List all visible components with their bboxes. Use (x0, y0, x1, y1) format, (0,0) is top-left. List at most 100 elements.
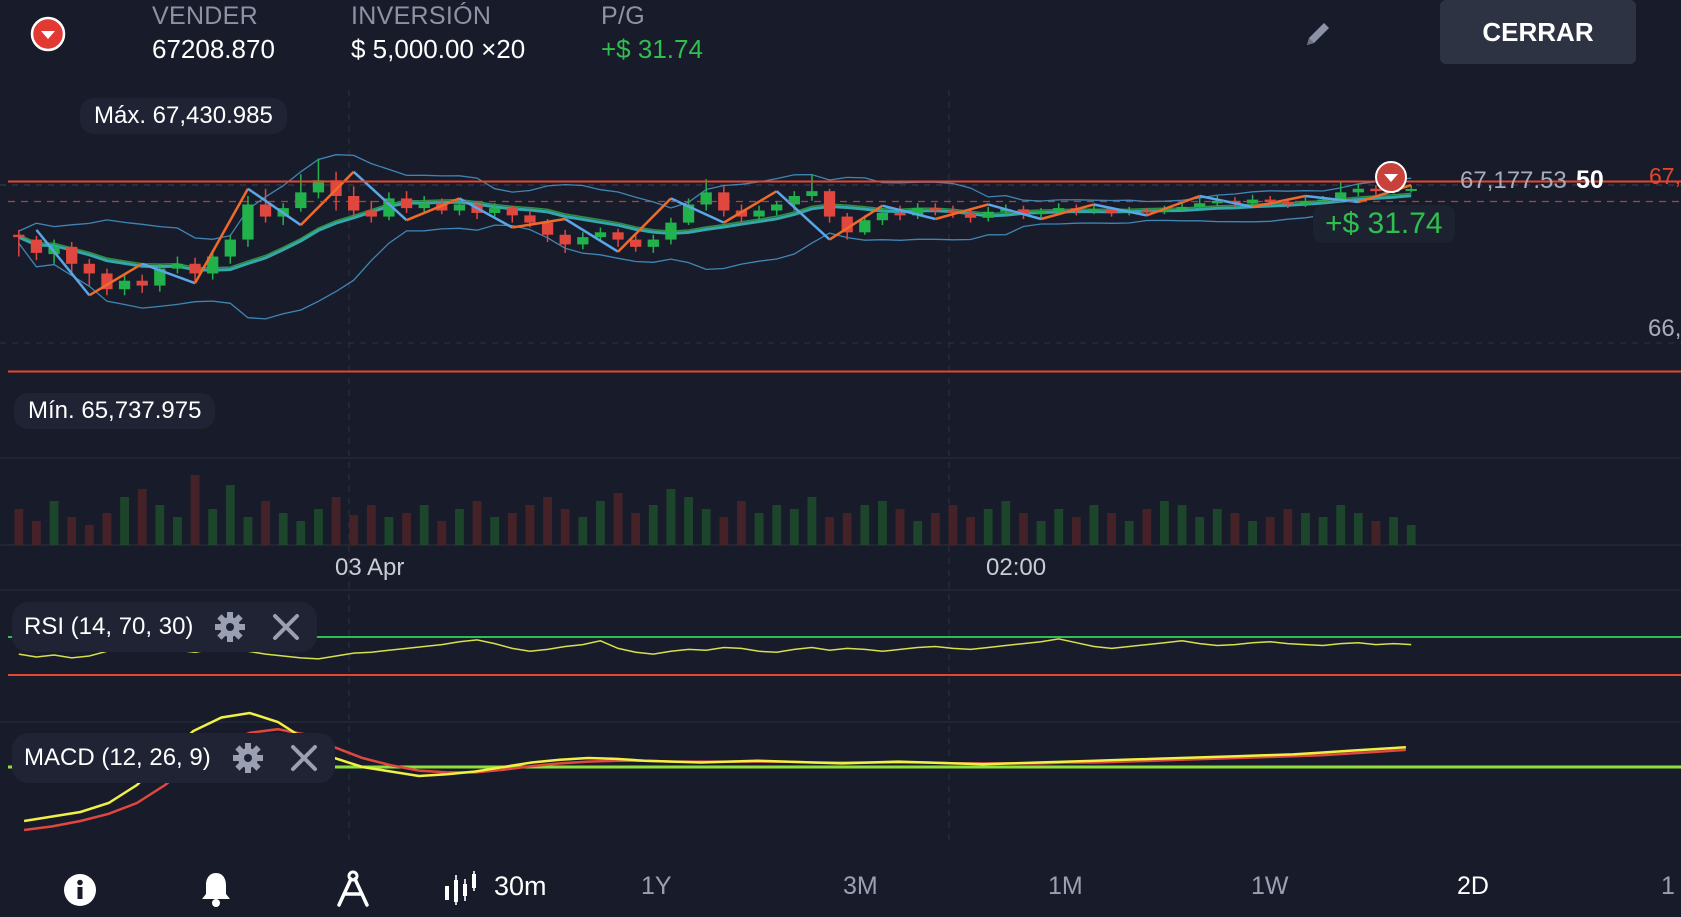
candle-body (295, 192, 307, 209)
timeframe-1d-partial[interactable]: 1 (1661, 872, 1675, 900)
candle-body (753, 210, 765, 217)
position-marker (1375, 161, 1407, 194)
volume-bar (1389, 517, 1398, 545)
timeframe-2d[interactable]: 2D (1457, 872, 1489, 900)
candle-body (418, 203, 430, 209)
current-price-label: 67,177.53 (1460, 167, 1567, 194)
candle-body (559, 234, 571, 245)
zigzag-segment (828, 204, 884, 241)
volume-bar (1160, 501, 1169, 545)
volume-bar (137, 489, 147, 545)
volume-bar (596, 501, 605, 545)
volume-bar (895, 509, 905, 545)
gear-icon[interactable] (229, 739, 267, 777)
volume-bar (1248, 521, 1257, 545)
volume-bar (825, 517, 834, 545)
volume-bar (1089, 505, 1099, 545)
candle-body (594, 232, 607, 238)
volume-bar (543, 497, 552, 545)
zigzag-segment (35, 229, 91, 297)
gear-icon[interactable] (211, 608, 249, 646)
close-icon[interactable] (267, 608, 305, 646)
zigzag-segment (617, 197, 672, 253)
candle-body (700, 192, 712, 205)
volume-bar (120, 497, 129, 545)
timeframe-3m[interactable]: 3M (843, 872, 878, 900)
candle-body (876, 212, 889, 221)
candle-body (189, 263, 201, 274)
candle-body (682, 204, 695, 223)
candle-body (242, 204, 254, 240)
position-marker-arrow (1384, 174, 1398, 183)
volume-bar (49, 501, 59, 545)
volume-bar (1054, 509, 1064, 545)
zigzag-indicator (35, 170, 1412, 297)
timeframe-1w[interactable]: 1W (1251, 872, 1289, 900)
down-arrow-circle-icon[interactable] (28, 14, 68, 54)
zigzag-segment (1146, 194, 1201, 217)
candle-body (1246, 199, 1259, 204)
volume-bar (314, 509, 323, 545)
volume-bar (261, 501, 270, 545)
candle-body (788, 196, 800, 205)
macd-indicator-label: MACD (12, 26, 9) (12, 733, 335, 783)
candle-body (1141, 210, 1153, 213)
pnl-label: P/G (601, 2, 645, 30)
interval-selector[interactable]: 30m (494, 871, 547, 901)
volume-bar (1019, 513, 1028, 545)
volume-bar (1336, 505, 1346, 545)
volume-bar (1212, 509, 1222, 545)
volume-bar (1318, 517, 1328, 545)
sell-price: 67208.870 (152, 34, 275, 64)
volume-bar (1301, 513, 1310, 545)
zigzag-segment (564, 217, 619, 253)
info-icon[interactable] (60, 870, 100, 910)
candle-body (929, 208, 941, 211)
zigzag-segment (1040, 203, 1095, 221)
volume-bar (613, 493, 623, 545)
candle-body (154, 268, 166, 286)
volume-bar (966, 517, 975, 545)
bollinger-bands (18, 154, 1412, 320)
volume-bar (1036, 521, 1046, 545)
candle-body (101, 273, 113, 290)
volume-bar (349, 515, 359, 545)
pencil-icon[interactable] (1298, 14, 1338, 54)
candle-body (171, 263, 184, 269)
volume-bar (631, 513, 641, 545)
price-axis-label-top: 67, (1649, 163, 1681, 189)
candle-body (453, 204, 466, 211)
candle-body (1017, 209, 1030, 215)
volume-bar (948, 505, 958, 545)
candle-body (1264, 199, 1276, 203)
zigzag-segment (934, 203, 989, 221)
volume-bar (1371, 521, 1381, 545)
volume-bar (402, 513, 411, 545)
volume-bar (331, 497, 341, 545)
candle-body (541, 222, 554, 235)
volume-bar (701, 509, 711, 545)
candle-body (1335, 192, 1347, 200)
candle-body (1317, 199, 1329, 202)
timeframe-1m[interactable]: 1M (1048, 872, 1083, 900)
close-icon[interactable] (285, 739, 323, 777)
volume-bar (84, 525, 94, 545)
macd-label-text: MACD (12, 26, 9) (24, 744, 211, 771)
bell-icon[interactable] (196, 868, 236, 910)
zigzag-segment (88, 262, 143, 297)
candle-body (841, 216, 853, 233)
compass-icon[interactable] (333, 868, 373, 910)
volume-bar (155, 505, 165, 545)
volume-bar (384, 517, 394, 545)
zigzag-segment (1252, 194, 1306, 209)
timeframe-1y[interactable]: 1Y (641, 872, 672, 900)
volume-bar (278, 513, 288, 545)
close-position-button[interactable]: CERRAR (1440, 0, 1636, 64)
candle-body (383, 198, 395, 217)
zigzag-segment (1093, 203, 1148, 217)
volume-bar (208, 509, 218, 545)
candle-body (912, 208, 924, 216)
candles-icon[interactable] (440, 868, 480, 908)
candle-body (207, 256, 219, 274)
